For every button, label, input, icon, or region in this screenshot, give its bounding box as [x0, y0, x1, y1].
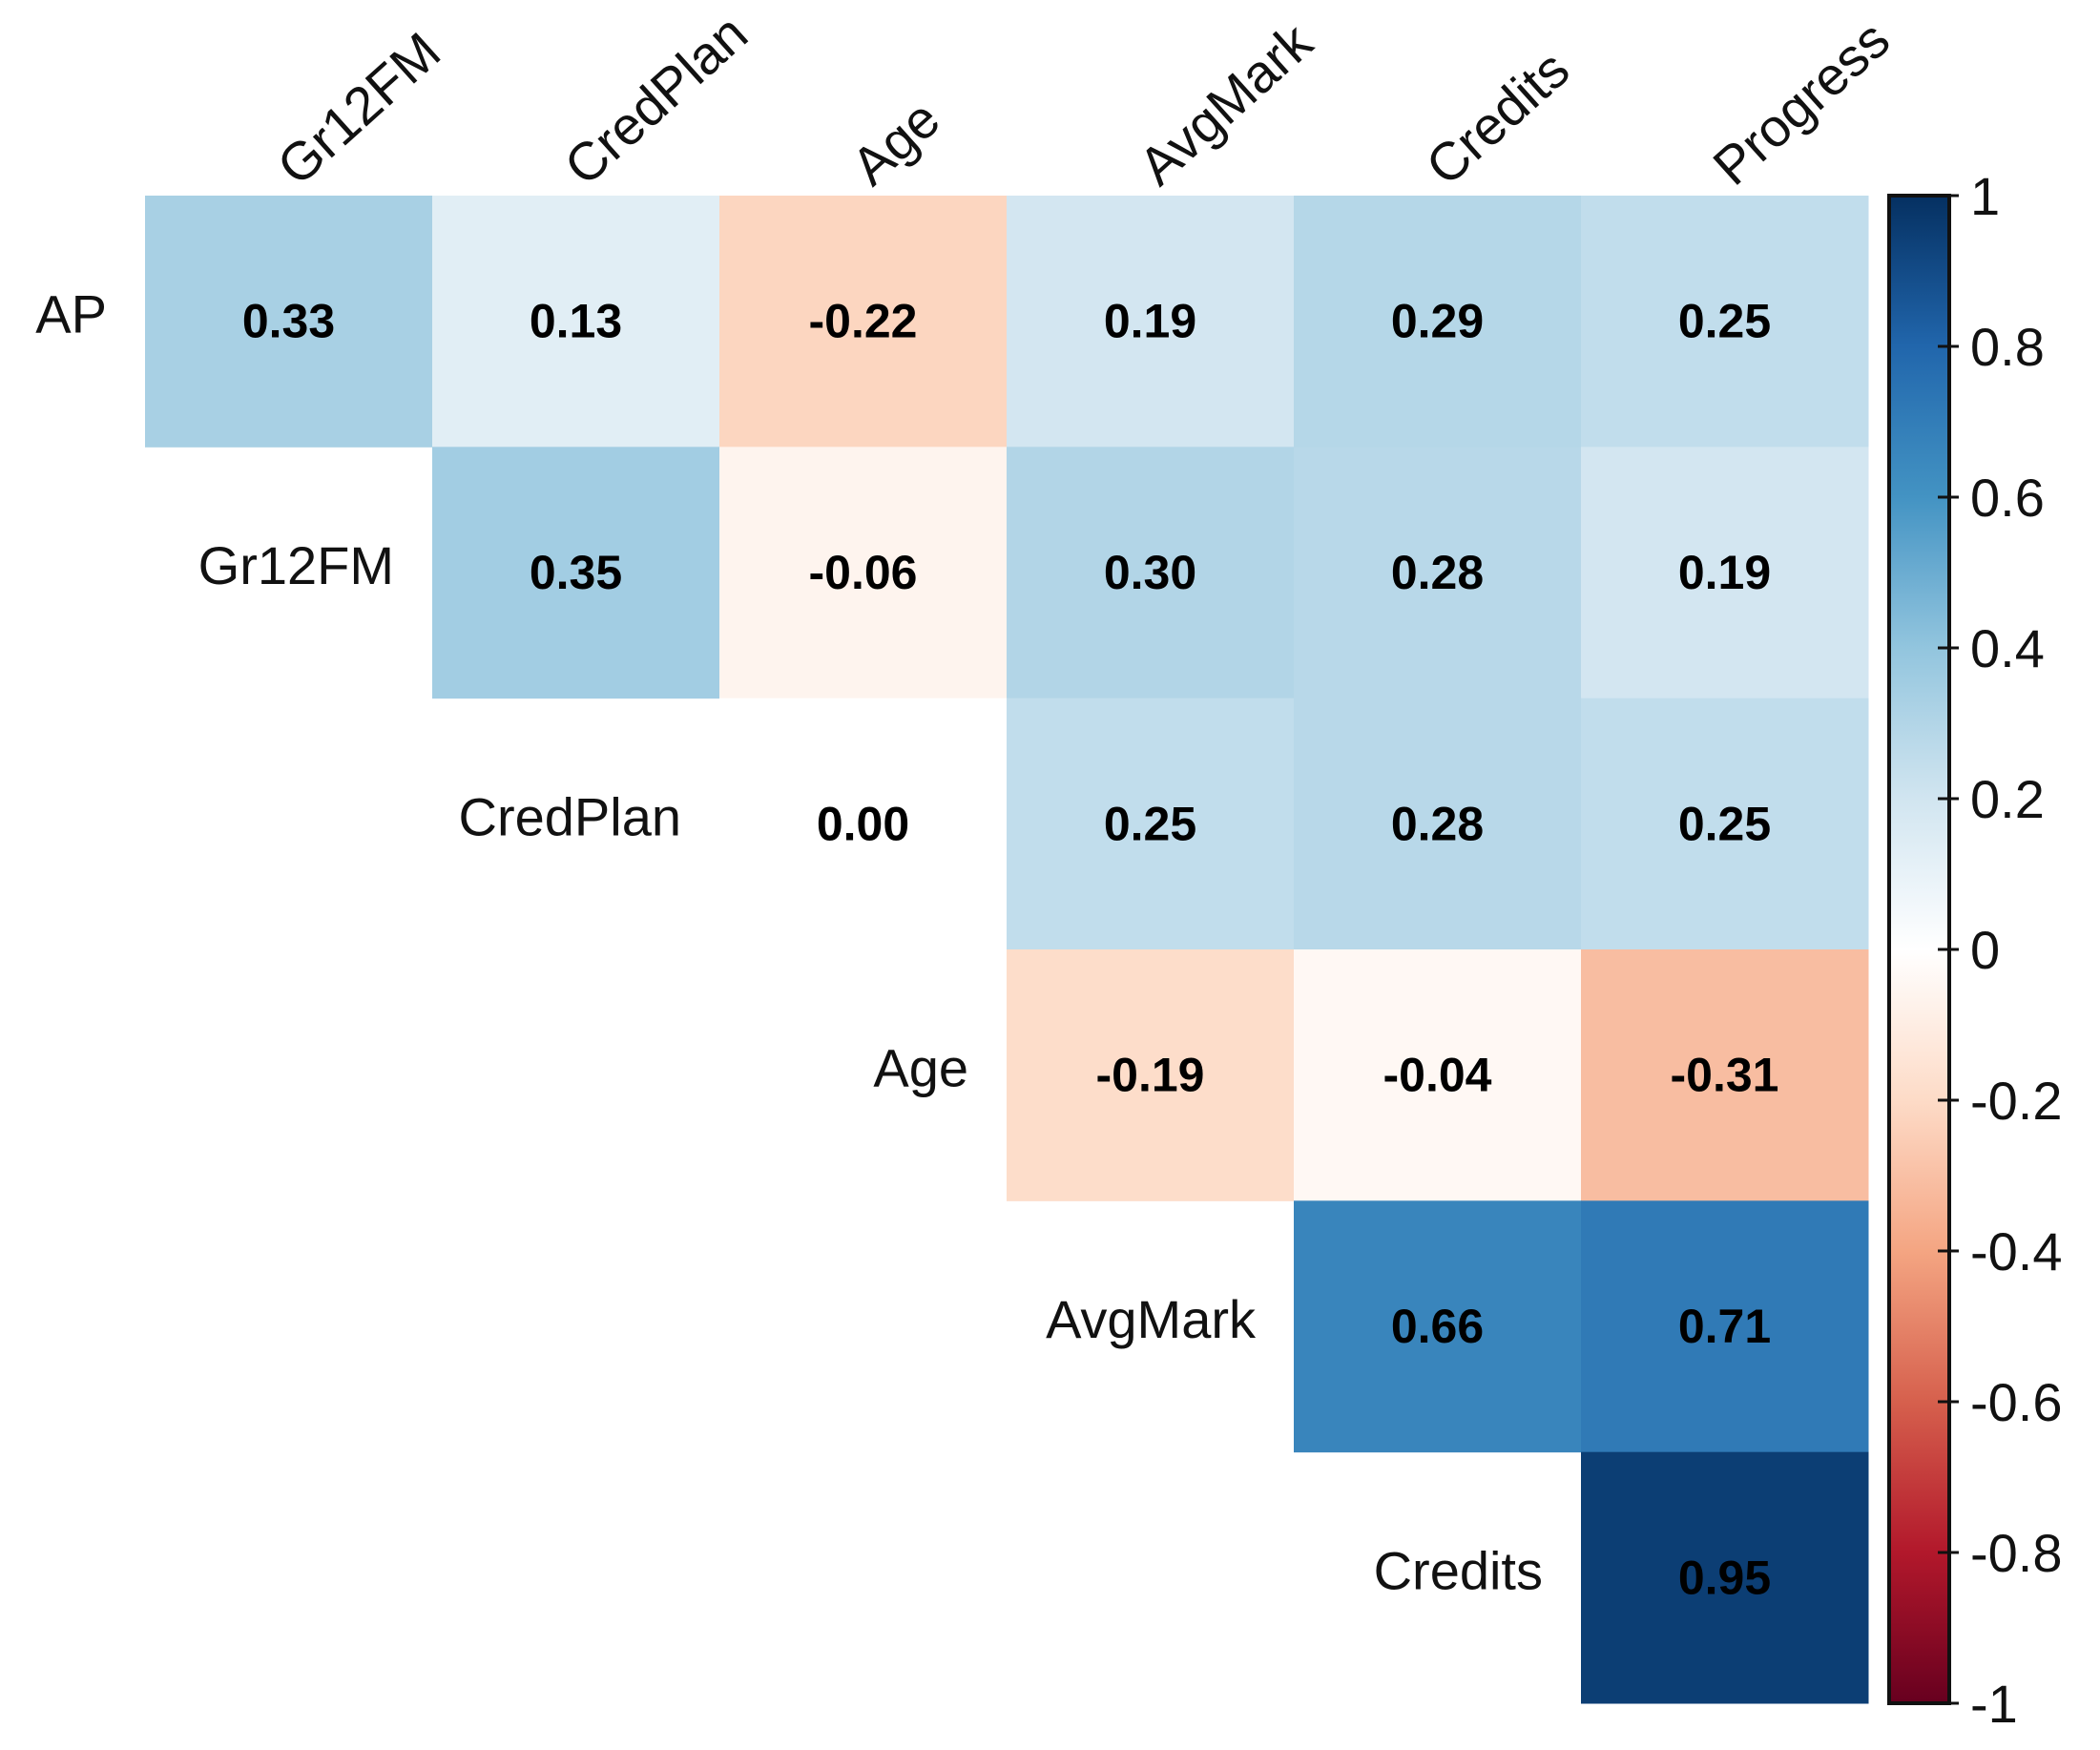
cell-value-label: 0.25 [1104, 797, 1196, 850]
cell-value-label: 0.33 [242, 295, 335, 348]
cell-value-label: 0.00 [817, 797, 909, 850]
cell-value-label: 0.19 [1678, 546, 1771, 599]
column-label: AvgMark [1127, 10, 1323, 197]
heatmap-cell [1007, 949, 1295, 1201]
colorbar-tick-label: -0.8 [1970, 1523, 2063, 1583]
cell-value-label: -0.04 [1383, 1049, 1492, 1102]
heatmap-cell [1294, 949, 1582, 1201]
colorbar-tick-label: 1 [1970, 166, 2000, 226]
cell-value-label: -0.19 [1096, 1049, 1205, 1102]
colorbar-tick-label: 0.6 [1970, 468, 2045, 528]
column-label: Progress [1701, 9, 1901, 197]
heatmap-cell [1581, 1200, 1869, 1453]
cell-value-label: 0.28 [1391, 546, 1484, 599]
heatmap-cells: 0.33 0.13 -0.22 0.19 0.29 0.25 0.35 -0.06 0.30 0.… [145, 196, 1869, 1704]
cell-value-label: 0.13 [530, 295, 622, 348]
row-label: CredPlan [459, 786, 681, 846]
column-label: Credits [1414, 38, 1580, 197]
heatmap-cell [1581, 196, 1869, 448]
row-label: AP [35, 284, 107, 344]
heatmap-cell [1294, 1200, 1582, 1453]
cell-value-label: -0.31 [1671, 1049, 1779, 1102]
column-labels: Gr12FM CredPlan Age AvgMark Credits Progress [265, 3, 1901, 197]
cell-value-label: 0.25 [1678, 797, 1771, 850]
heatmap-cell [145, 196, 433, 448]
heatmap-cell [1007, 447, 1295, 699]
cell-value-label: 0.29 [1391, 295, 1484, 348]
column-label: CredPlan [552, 3, 759, 197]
cell-value-label: 0.71 [1678, 1300, 1771, 1353]
heatmap-cell [1581, 949, 1869, 1201]
cell-value-label: 0.25 [1678, 295, 1771, 348]
colorbar-tick-label: 0 [1970, 920, 2000, 980]
colorbar-tick-label: 0.8 [1970, 317, 2045, 377]
heatmap-cell [432, 447, 720, 699]
heatmap-cell [1581, 1451, 1869, 1704]
cell-value-label: 0.30 [1104, 546, 1196, 599]
colorbar-tick-label: -1 [1970, 1674, 2018, 1734]
heatmap-cell [1007, 698, 1295, 950]
colorbar-tick-label: 0.4 [1970, 618, 2045, 678]
heatmap-cell [1294, 447, 1582, 699]
colorbar-tick-label: 0.2 [1970, 769, 2045, 829]
heatmap-cell [1581, 447, 1869, 699]
column-label: Gr12FM [265, 21, 451, 197]
row-labels: AP Gr12FM CredPlan Age AvgMark Credits [35, 284, 1543, 1601]
row-label: Credits [1374, 1540, 1543, 1600]
cell-value-label: 0.95 [1678, 1551, 1771, 1604]
heatmap-cell [719, 447, 1008, 699]
heatmap-cell [1294, 698, 1582, 950]
cell-value-label: 0.28 [1391, 797, 1484, 850]
cell-value-label: -0.06 [809, 546, 918, 599]
cell-value-label: -0.22 [809, 295, 918, 348]
colorbar-tick-label: -0.2 [1970, 1071, 2063, 1131]
colorbar-tick-label: -0.6 [1970, 1372, 2063, 1432]
heatmap-cell [719, 698, 1008, 950]
heatmap-cell [1007, 196, 1295, 448]
cell-value-label: 0.66 [1391, 1300, 1484, 1353]
row-label: AvgMark [1046, 1289, 1257, 1349]
heatmap-cell [1294, 196, 1582, 448]
colorbar: 1 0.8 0.6 0.4 0.2 0 -0.2 -0.4 -0.6 -0.8 -1 [1887, 166, 2063, 1734]
heatmap-cell [1581, 698, 1869, 950]
cell-value-label: 0.19 [1104, 295, 1196, 348]
colorbar-tick-label: -0.4 [1970, 1221, 2063, 1281]
heatmap-cell [719, 196, 1008, 448]
column-label: Age [840, 88, 950, 196]
row-label: Gr12FM [198, 535, 394, 595]
cell-value-label: 0.35 [530, 546, 622, 599]
row-label: Age [873, 1038, 968, 1098]
heatmap-cell [432, 196, 720, 448]
